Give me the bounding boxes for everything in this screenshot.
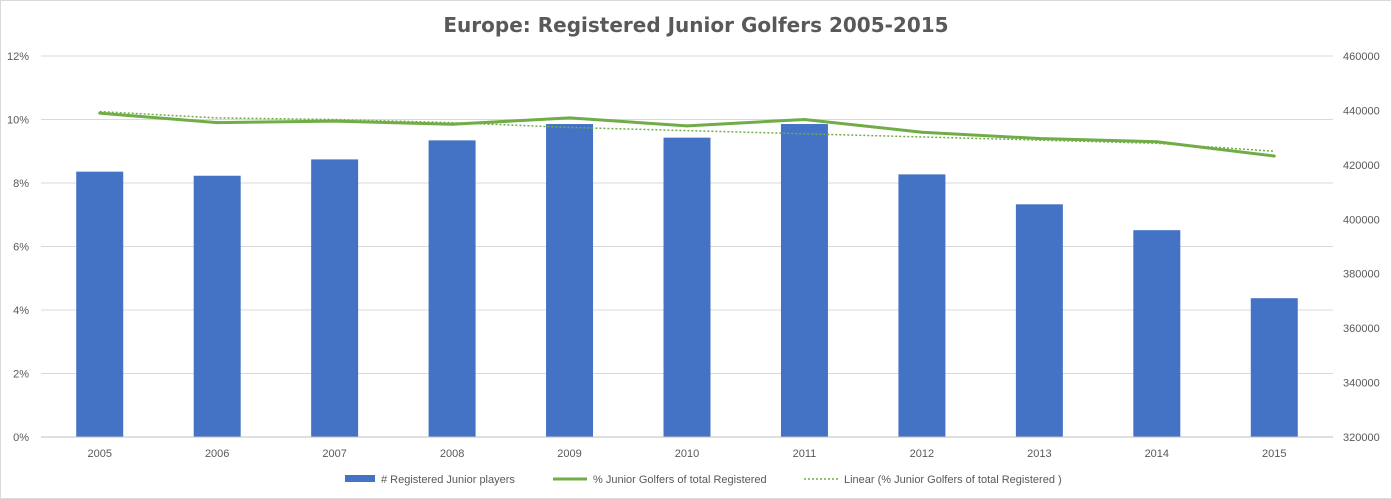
y-right-tick-label: 420000 <box>1343 160 1380 172</box>
bar <box>1015 204 1063 437</box>
bar <box>1133 230 1181 437</box>
line-point <box>215 121 219 125</box>
line-point <box>1155 140 1159 144</box>
bar <box>546 124 594 438</box>
x-tick-label: 2006 <box>205 448 229 460</box>
line-point <box>802 118 806 121</box>
x-tick-label: 2007 <box>322 448 346 460</box>
legend-label: # Registered Junior players <box>381 474 515 486</box>
y-left-tick-label: 2% <box>13 369 29 381</box>
y-left-tick-label: 4% <box>13 305 29 317</box>
x-tick-label: 2009 <box>557 448 581 460</box>
x-tick-label: 2015 <box>1262 448 1286 460</box>
x-tick-label: 2012 <box>910 448 934 460</box>
line-point <box>450 122 454 126</box>
x-tick-label: 2010 <box>675 448 699 460</box>
bar <box>663 137 711 437</box>
bar <box>311 159 359 437</box>
y-right-tick-label: 360000 <box>1343 323 1380 335</box>
y-right-tick-label: 440000 <box>1343 105 1380 117</box>
y-right-tick-label: 380000 <box>1343 269 1380 281</box>
legend-label: % Junior Golfers of total Registered <box>593 474 767 486</box>
y-left-tick-label: 12% <box>7 51 29 63</box>
x-tick-label: 2011 <box>793 448 817 460</box>
chart-title: Europe: Registered Junior Golfers 2005-2… <box>443 13 949 37</box>
x-tick-label: 2013 <box>1027 448 1051 460</box>
line-point <box>98 111 102 115</box>
legend-swatch-bars <box>345 475 375 482</box>
line-point <box>1037 137 1041 141</box>
x-tick-label: 2008 <box>440 448 464 460</box>
line-point <box>333 119 337 123</box>
bar <box>76 171 124 438</box>
line-point <box>568 116 572 120</box>
bar <box>1250 298 1298 437</box>
y-left-tick-label: 10% <box>7 115 29 127</box>
y-left-tick-label: 6% <box>13 242 29 254</box>
y-right-tick-label: 400000 <box>1343 214 1380 226</box>
y-right-tick-label: 320000 <box>1343 432 1380 444</box>
bar <box>193 175 241 437</box>
bar <box>428 140 476 437</box>
x-tick-label: 2014 <box>1145 448 1169 460</box>
bar <box>780 124 828 438</box>
line-point <box>1272 154 1276 158</box>
x-tick-label: 2005 <box>87 448 111 460</box>
line-point <box>920 130 924 134</box>
y-right-tick-label: 460000 <box>1343 51 1380 63</box>
bar <box>898 174 946 437</box>
y-left-tick-label: 0% <box>13 432 29 444</box>
y-left-tick-label: 8% <box>13 178 29 190</box>
legend-label: Linear (% Junior Golfers of total Regist… <box>844 474 1062 486</box>
y-right-tick-label: 340000 <box>1343 378 1380 390</box>
line-point <box>685 124 689 128</box>
